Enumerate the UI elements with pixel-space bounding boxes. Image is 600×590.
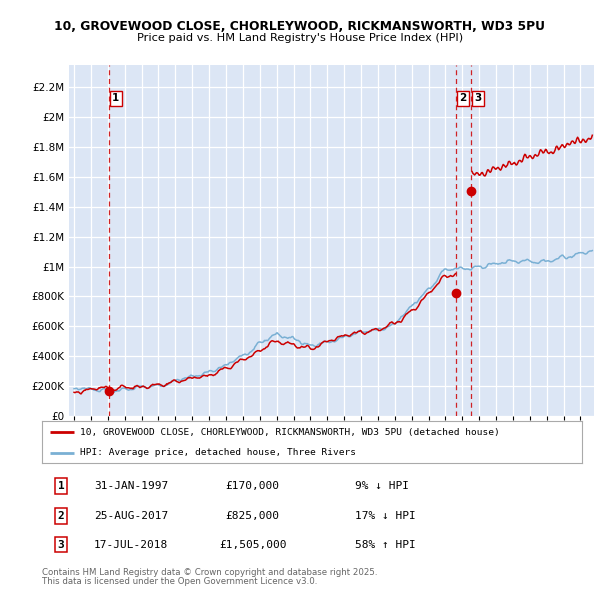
Text: 3: 3: [475, 93, 482, 103]
Text: 2: 2: [460, 93, 467, 103]
Text: 1: 1: [112, 93, 119, 103]
Text: 25-AUG-2017: 25-AUG-2017: [94, 512, 168, 521]
Text: 58% ↑ HPI: 58% ↑ HPI: [355, 540, 416, 549]
Text: 10, GROVEWOOD CLOSE, CHORLEYWOOD, RICKMANSWORTH, WD3 5PU: 10, GROVEWOOD CLOSE, CHORLEYWOOD, RICKMA…: [55, 20, 545, 33]
Text: Price paid vs. HM Land Registry's House Price Index (HPI): Price paid vs. HM Land Registry's House …: [137, 33, 463, 42]
Text: 31-JAN-1997: 31-JAN-1997: [94, 481, 168, 491]
Text: Contains HM Land Registry data © Crown copyright and database right 2025.: Contains HM Land Registry data © Crown c…: [42, 568, 377, 577]
Text: £825,000: £825,000: [226, 512, 280, 521]
Text: 1: 1: [58, 481, 64, 491]
Text: 17% ↓ HPI: 17% ↓ HPI: [355, 512, 416, 521]
Text: 2: 2: [58, 512, 64, 521]
Text: This data is licensed under the Open Government Licence v3.0.: This data is licensed under the Open Gov…: [42, 577, 317, 586]
Text: 3: 3: [58, 540, 64, 549]
Text: 9% ↓ HPI: 9% ↓ HPI: [355, 481, 409, 491]
Text: 10, GROVEWOOD CLOSE, CHORLEYWOOD, RICKMANSWORTH, WD3 5PU (detached house): 10, GROVEWOOD CLOSE, CHORLEYWOOD, RICKMA…: [80, 428, 500, 437]
Text: 17-JUL-2018: 17-JUL-2018: [94, 540, 168, 549]
Text: HPI: Average price, detached house, Three Rivers: HPI: Average price, detached house, Thre…: [80, 448, 356, 457]
Text: £1,505,000: £1,505,000: [219, 540, 286, 549]
Text: £170,000: £170,000: [226, 481, 280, 491]
